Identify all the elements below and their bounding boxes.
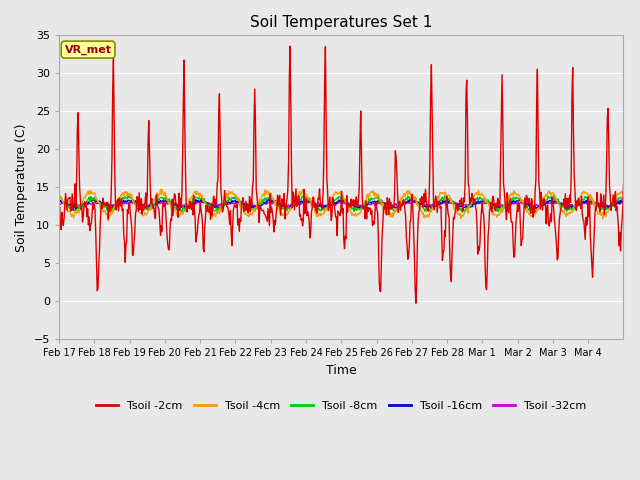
Tsoil -2cm bbox=[55, 206, 63, 212]
Line: Tsoil -4cm: Tsoil -4cm bbox=[59, 189, 623, 221]
Tsoil -16cm bbox=[122, 198, 130, 204]
Legend: Tsoil -2cm, Tsoil -4cm, Tsoil -8cm, Tsoil -16cm, Tsoil -32cm: Tsoil -2cm, Tsoil -4cm, Tsoil -8cm, Tsoi… bbox=[92, 396, 591, 416]
Tsoil -8cm bbox=[178, 210, 186, 216]
Tsoil -16cm bbox=[432, 204, 440, 209]
Tsoil -32cm bbox=[401, 201, 409, 207]
Tsoil -2cm bbox=[620, 182, 627, 188]
Tsoil -8cm bbox=[254, 204, 262, 210]
Tsoil -8cm bbox=[226, 197, 234, 203]
Tsoil -8cm bbox=[550, 192, 557, 198]
Tsoil -32cm bbox=[310, 198, 317, 204]
Tsoil -8cm bbox=[55, 196, 63, 202]
Tsoil -16cm bbox=[72, 206, 80, 212]
Tsoil -32cm bbox=[275, 201, 282, 207]
Tsoil -8cm bbox=[122, 194, 129, 200]
X-axis label: Time: Time bbox=[326, 364, 356, 377]
Tsoil -4cm bbox=[227, 191, 234, 196]
Tsoil -32cm bbox=[122, 200, 129, 205]
Line: Tsoil -32cm: Tsoil -32cm bbox=[59, 201, 623, 207]
Tsoil -16cm bbox=[55, 199, 63, 205]
Tsoil -4cm bbox=[620, 191, 627, 196]
Tsoil -4cm bbox=[255, 201, 262, 207]
Tsoil -4cm bbox=[401, 194, 409, 200]
Line: Tsoil -2cm: Tsoil -2cm bbox=[59, 46, 623, 303]
Tsoil -4cm bbox=[433, 201, 440, 207]
Tsoil -32cm bbox=[620, 200, 627, 206]
Tsoil -32cm bbox=[433, 202, 440, 208]
Line: Tsoil -16cm: Tsoil -16cm bbox=[59, 198, 623, 209]
Line: Tsoil -8cm: Tsoil -8cm bbox=[59, 195, 623, 213]
Tsoil -2cm bbox=[433, 198, 440, 204]
Tsoil -4cm bbox=[122, 189, 130, 194]
Tsoil -16cm bbox=[254, 204, 262, 210]
Tsoil -4cm bbox=[55, 191, 63, 196]
Y-axis label: Soil Temperature (C): Soil Temperature (C) bbox=[15, 123, 28, 252]
Tsoil -8cm bbox=[275, 204, 283, 210]
Tsoil -2cm bbox=[122, 259, 129, 265]
Tsoil -16cm bbox=[620, 199, 627, 204]
Tsoil -8cm bbox=[620, 195, 627, 201]
Tsoil -16cm bbox=[400, 202, 408, 207]
Title: Soil Temperatures Set 1: Soil Temperatures Set 1 bbox=[250, 15, 433, 30]
Tsoil -32cm bbox=[225, 201, 233, 207]
Tsoil -16cm bbox=[444, 195, 451, 201]
Tsoil -4cm bbox=[276, 207, 284, 213]
Tsoil -2cm bbox=[253, 194, 260, 200]
Tsoil -2cm bbox=[225, 213, 233, 218]
Text: VR_met: VR_met bbox=[65, 45, 111, 55]
Tsoil -16cm bbox=[226, 200, 234, 206]
Tsoil -16cm bbox=[275, 200, 283, 206]
Tsoil -2cm bbox=[275, 202, 282, 208]
Tsoil -8cm bbox=[400, 199, 408, 204]
Tsoil -32cm bbox=[55, 200, 63, 205]
Tsoil -32cm bbox=[253, 203, 260, 209]
Tsoil -2cm bbox=[400, 199, 408, 205]
Tsoil -4cm bbox=[104, 218, 112, 224]
Tsoil -8cm bbox=[432, 201, 440, 206]
Tsoil -4cm bbox=[157, 186, 164, 192]
Tsoil -32cm bbox=[285, 204, 293, 210]
Tsoil -2cm bbox=[286, 43, 294, 49]
Tsoil -2cm bbox=[412, 300, 420, 306]
